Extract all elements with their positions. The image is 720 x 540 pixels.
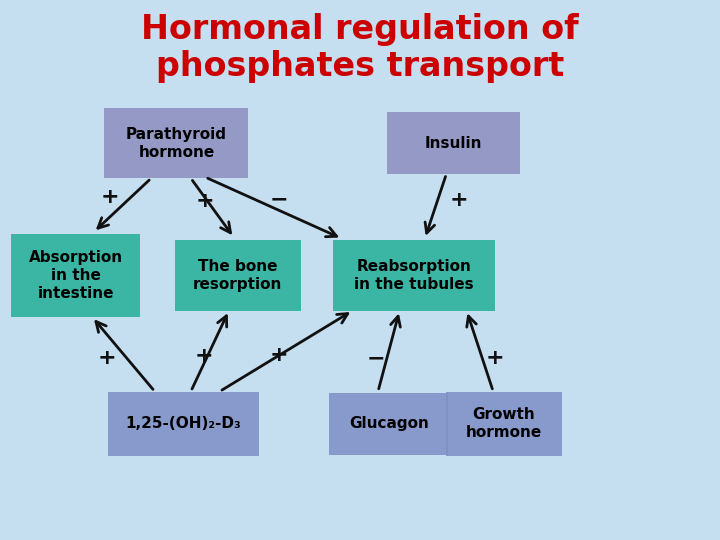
Text: Insulin: Insulin [425, 136, 482, 151]
Text: +: + [450, 190, 469, 210]
FancyBboxPatch shape [11, 233, 140, 317]
Text: Growth
hormone: Growth hormone [466, 407, 542, 441]
Text: Absorption
in the
intestine: Absorption in the intestine [29, 250, 122, 301]
Text: +: + [100, 187, 119, 207]
Text: +: + [270, 345, 289, 365]
Text: +: + [97, 348, 116, 368]
Text: +: + [194, 346, 213, 367]
FancyBboxPatch shape [333, 240, 495, 310]
Text: Hormonal regulation of
phosphates transport: Hormonal regulation of phosphates transp… [141, 14, 579, 83]
FancyBboxPatch shape [330, 393, 448, 455]
FancyBboxPatch shape [108, 392, 259, 456]
Text: +: + [196, 191, 215, 211]
FancyBboxPatch shape [387, 112, 520, 174]
Text: −: − [366, 348, 385, 368]
Text: Reabsorption
in the tubules: Reabsorption in the tubules [354, 259, 474, 292]
FancyBboxPatch shape [175, 240, 301, 310]
Text: −: − [270, 190, 289, 210]
FancyBboxPatch shape [104, 108, 248, 178]
Text: The bone
resorption: The bone resorption [193, 259, 282, 292]
Text: +: + [486, 348, 505, 368]
Text: 1,25-(OH)₂-D₃: 1,25-(OH)₂-D₃ [126, 416, 241, 431]
Text: Glucagon: Glucagon [349, 416, 428, 431]
Text: Parathyroid
hormone: Parathyroid hormone [126, 126, 227, 160]
FancyBboxPatch shape [446, 392, 562, 456]
